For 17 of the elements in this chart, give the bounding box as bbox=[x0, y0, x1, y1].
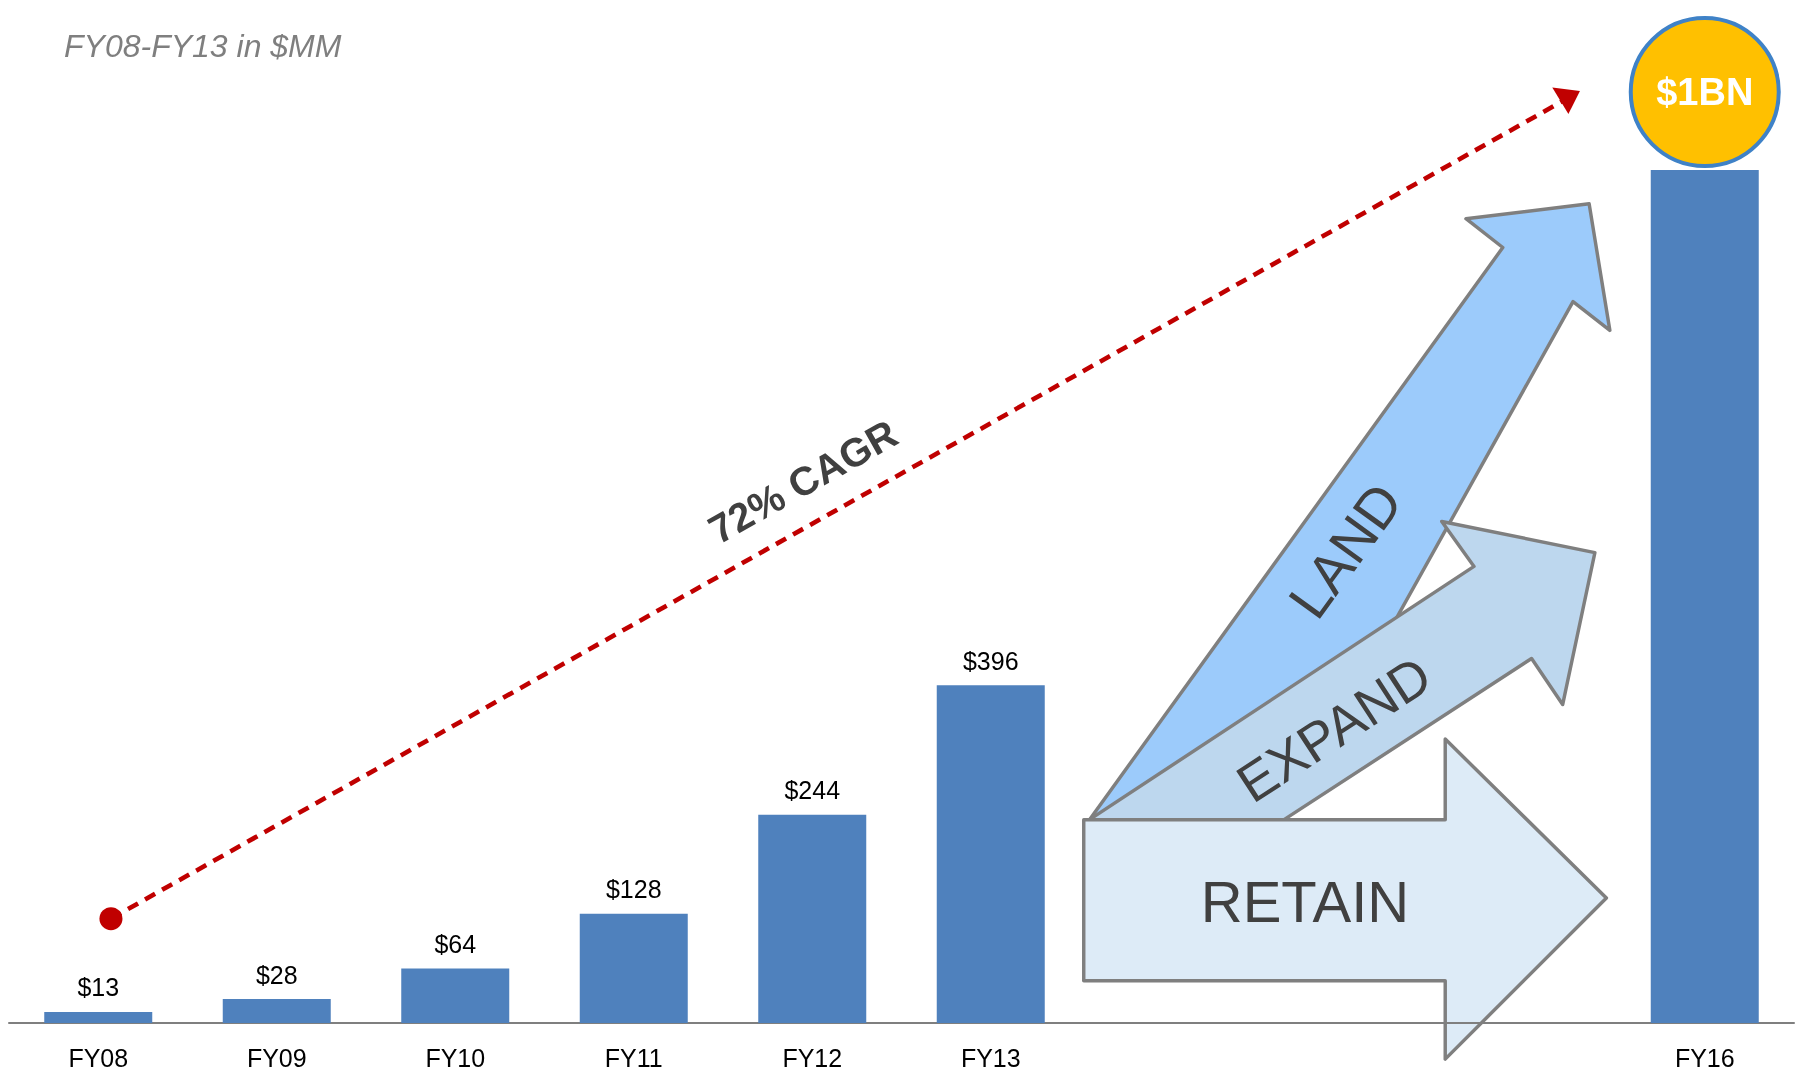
data-label: $28 bbox=[255, 960, 298, 989]
data-label: $396 bbox=[962, 646, 1019, 675]
x-tick-label: FY16 bbox=[1674, 1043, 1735, 1072]
x-tick-label: FY12 bbox=[782, 1043, 843, 1072]
x-tick-label: FY10 bbox=[425, 1043, 486, 1072]
annotation: RETAIN bbox=[1200, 869, 1410, 935]
data-label: $64 bbox=[434, 929, 477, 958]
data-label: $128 bbox=[605, 875, 662, 904]
annotation: $1BN bbox=[1656, 71, 1754, 113]
chart-subtitle: FY08-FY13 in $MM bbox=[64, 28, 342, 64]
x-tick-label: FY11 bbox=[604, 1043, 663, 1072]
data-label: $13 bbox=[77, 973, 120, 1002]
x-tick-label: FY08 bbox=[68, 1043, 129, 1072]
x-tick-label: FY13 bbox=[960, 1043, 1021, 1072]
data-label: $244 bbox=[784, 776, 841, 805]
x-tick-label: FY09 bbox=[246, 1043, 307, 1072]
circle-badge: $1BN bbox=[1628, 16, 1781, 168]
